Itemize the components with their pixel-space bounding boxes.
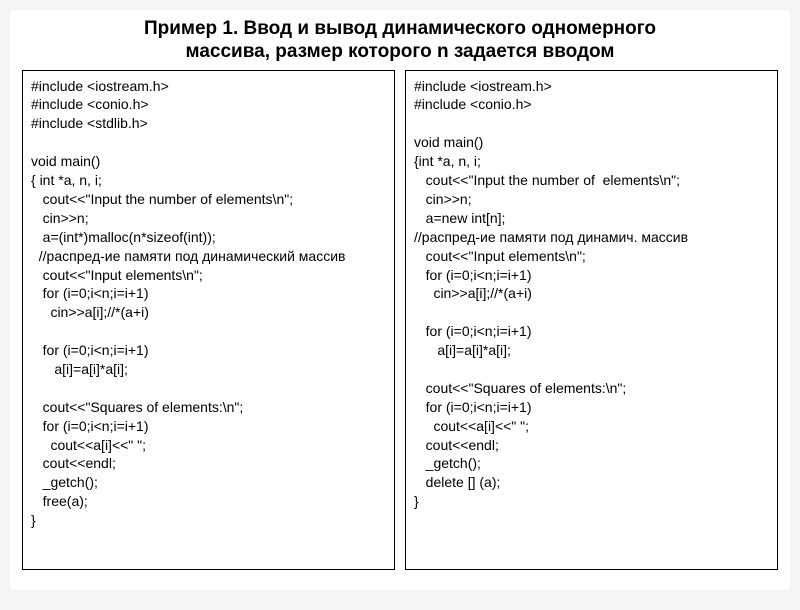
title-line-1: Пример 1. Ввод и вывод динамического одн… xyxy=(144,18,656,39)
slide-title: Пример 1. Ввод и вывод динамического одн… xyxy=(22,18,778,64)
slide: Пример 1. Ввод и вывод динамического одн… xyxy=(10,10,790,590)
code-left-malloc: #include <iostream.h> #include <conio.h>… xyxy=(22,70,395,570)
code-columns: #include <iostream.h> #include <conio.h>… xyxy=(22,70,778,570)
code-right-new: #include <iostream.h> #include <conio.h>… xyxy=(405,70,778,570)
title-line-2: массива, размер которого n задается ввод… xyxy=(186,41,615,62)
